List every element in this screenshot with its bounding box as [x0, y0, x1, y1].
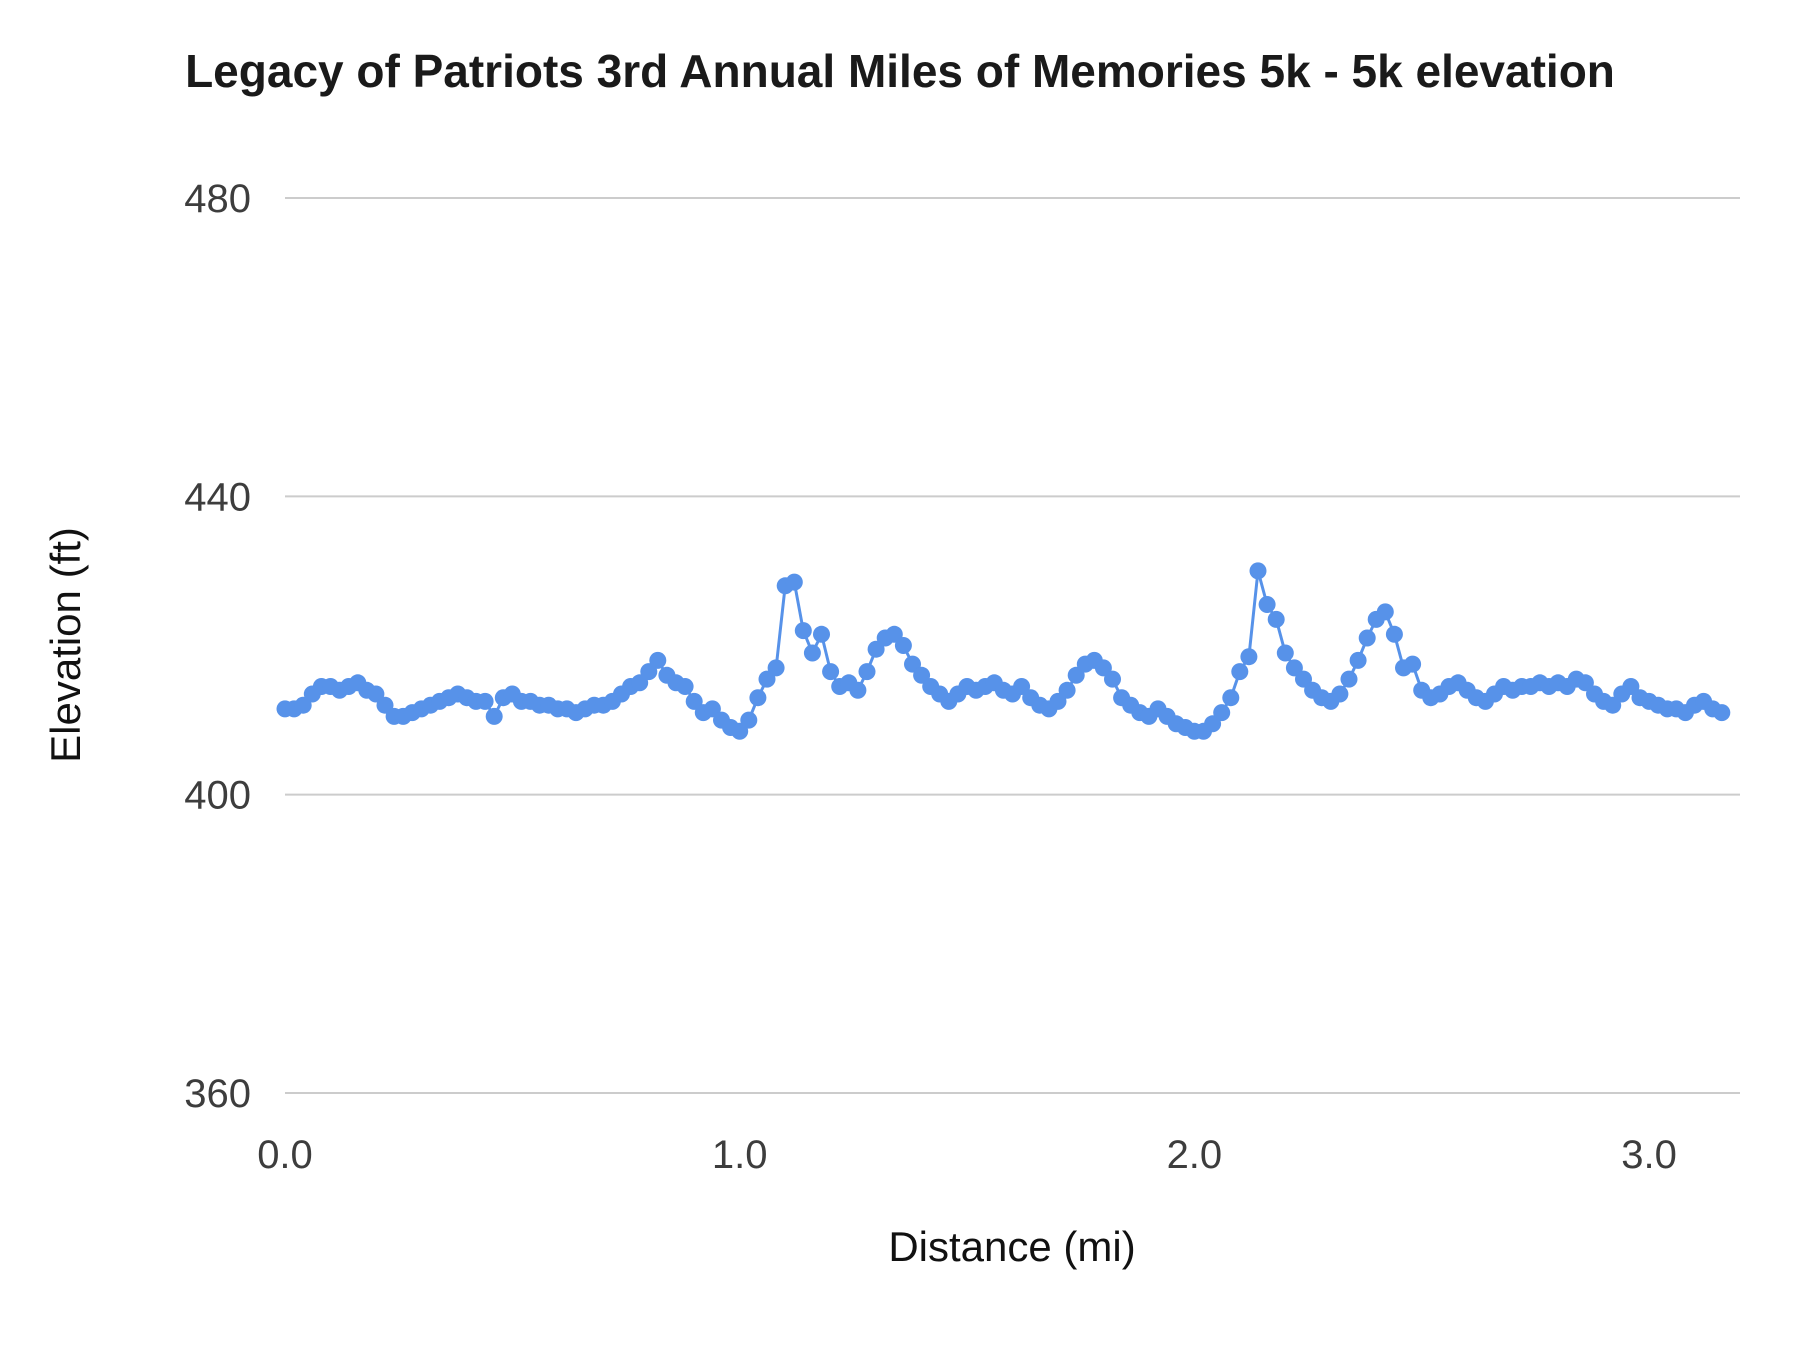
data-point	[1249, 562, 1267, 580]
x-tick-label: 0.0	[257, 1133, 313, 1177]
data-point	[676, 678, 694, 695]
data-point	[1349, 651, 1367, 669]
data-point	[767, 659, 785, 677]
data-point	[1240, 648, 1258, 666]
y-tick-label: 480	[184, 177, 251, 221]
x-axis-title: Distance (mi)	[888, 1223, 1136, 1270]
data-point	[849, 681, 867, 699]
data-point	[1267, 610, 1285, 628]
data-point	[1058, 681, 1076, 699]
chart-title: Legacy of Patriots 3rd Annual Miles of M…	[185, 45, 1615, 97]
x-tick-label: 2.0	[1167, 1133, 1223, 1177]
data-point	[485, 707, 503, 725]
data-point	[1404, 655, 1422, 673]
data-point	[1276, 644, 1294, 662]
data-point	[740, 711, 758, 729]
data-point	[858, 663, 876, 681]
y-tick-label: 360	[184, 1072, 251, 1116]
y-tick-label: 440	[184, 475, 251, 519]
data-point	[649, 651, 667, 669]
data-point	[794, 622, 812, 640]
x-tick-label: 1.0	[712, 1133, 768, 1177]
data-point	[803, 644, 821, 662]
x-tick-label: 3.0	[1621, 1133, 1677, 1177]
data-point	[1213, 704, 1231, 722]
data-point	[1376, 603, 1394, 621]
y-tick-label: 400	[184, 774, 251, 818]
data-point	[1231, 663, 1249, 681]
data-point	[1331, 685, 1349, 703]
data-point	[822, 663, 840, 681]
data-point	[1258, 596, 1276, 613]
data-point	[1222, 689, 1240, 707]
data-point	[1104, 670, 1121, 688]
data-point	[1385, 625, 1403, 643]
data-point	[813, 625, 830, 643]
data-point	[785, 573, 803, 591]
data-point	[1713, 704, 1731, 722]
data-point	[749, 689, 767, 707]
data-point	[894, 637, 912, 654]
data-point	[476, 692, 494, 710]
elevation-line	[285, 570, 1723, 734]
data-point	[1358, 629, 1376, 647]
data-point	[1340, 670, 1358, 688]
